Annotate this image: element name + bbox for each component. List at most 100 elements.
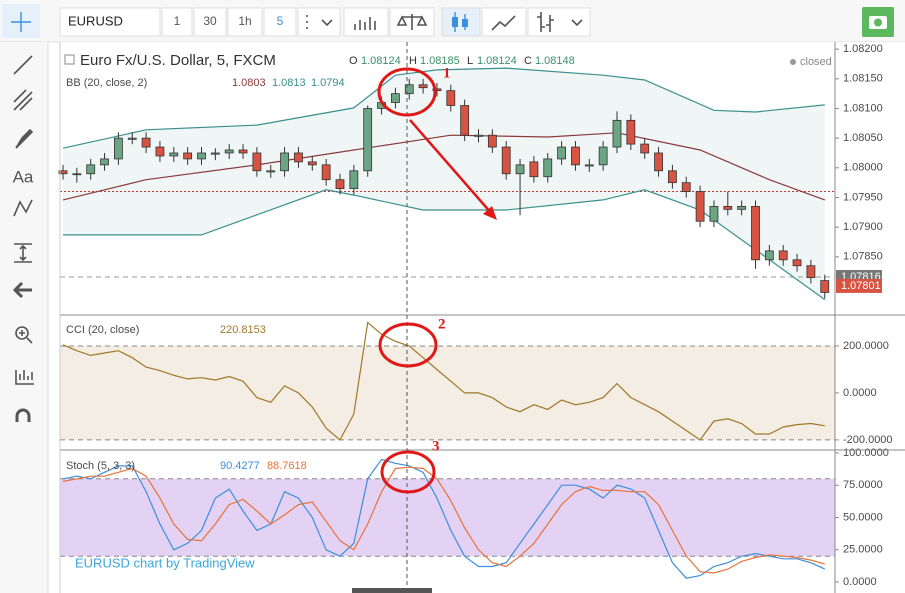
candle-body — [307, 161, 317, 166]
band-line — [62, 67, 825, 149]
candles-icon — [462, 19, 468, 27]
candle-body — [474, 134, 483, 137]
market-status: closed — [800, 56, 832, 68]
measure-tool[interactable] — [14, 243, 32, 263]
candle-body — [751, 205, 760, 261]
y-tick-label: 1.07850 — [843, 251, 883, 263]
candles-button[interactable] — [441, 7, 481, 37]
interval-active: 5 — [277, 14, 284, 28]
candle-body — [820, 280, 830, 293]
annotation-number: 1 — [443, 65, 451, 81]
ohlc-value: 1.08124 — [477, 55, 517, 67]
symbol: EURUSD — [68, 13, 123, 28]
candle-body — [806, 265, 816, 279]
y-tick-label: 200.0000 — [843, 340, 889, 352]
candle-body — [72, 173, 82, 176]
candle-body — [238, 149, 248, 154]
candle-body — [294, 152, 303, 163]
candle-body — [654, 152, 663, 172]
band-line — [63, 189, 826, 301]
candle-body — [640, 143, 650, 154]
indicators-icon — [354, 17, 376, 30]
candle-body — [224, 149, 234, 154]
y-tick-label: 1.07900 — [843, 221, 883, 233]
status-dot — [790, 59, 796, 65]
indicator-value: 1.0803 — [232, 77, 266, 89]
candle-body — [723, 205, 733, 210]
interval: 30 — [203, 14, 217, 28]
compare-button[interactable] — [389, 7, 435, 37]
brush-tool[interactable] — [15, 128, 34, 149]
annotation-arrow — [409, 119, 493, 215]
series-title: Euro Fx/U.S. Dollar, 5, FXCM — [80, 52, 276, 69]
line-button[interactable] — [481, 7, 527, 37]
bars-icon — [537, 12, 583, 32]
interval-button[interactable] — [263, 7, 297, 37]
indicator-line — [62, 466, 825, 574]
annotation-circle — [377, 67, 437, 117]
candle-body — [557, 146, 566, 160]
y-tick-label: 1.08000 — [843, 162, 883, 174]
interval-button[interactable] — [193, 7, 227, 37]
candle-body — [100, 158, 109, 166]
candle-body — [584, 164, 594, 167]
y-tick-label: 1.08100 — [843, 102, 883, 114]
candle-body — [86, 164, 96, 175]
trend-line-tool[interactable] — [13, 55, 33, 75]
candle-body — [737, 205, 747, 210]
indicator-value: 220.8153 — [220, 324, 266, 336]
zoom-tool[interactable] — [15, 326, 29, 340]
indicator-line — [62, 458, 826, 579]
symbol-box[interactable] — [59, 7, 161, 37]
indicators-button[interactable] — [343, 7, 389, 37]
candle-body — [792, 259, 802, 267]
candle-body — [515, 164, 525, 175]
y-tick-label: 1.07950 — [843, 191, 883, 203]
candle-body — [183, 152, 193, 160]
y-tick-label: 0.0000 — [843, 387, 877, 399]
annotation-number: 3 — [432, 438, 440, 454]
back-tool[interactable] — [12, 281, 32, 299]
y-tick-label: 50.0000 — [843, 511, 883, 523]
candle-body — [266, 170, 276, 173]
candle-body — [612, 119, 622, 148]
candle-body — [58, 170, 68, 175]
candle-body — [169, 152, 179, 157]
candle-body — [501, 146, 511, 175]
indicator-name: BB (20, close, 2) — [66, 77, 147, 89]
candle-body — [404, 84, 414, 95]
ohlc-key: H — [409, 55, 417, 67]
candles-icon — [452, 17, 458, 27]
text-tool[interactable]: Aa — [13, 167, 34, 186]
magnet-tool[interactable] — [15, 408, 31, 422]
y-tick-label: 1.08200 — [843, 43, 883, 55]
interval-button[interactable] — [227, 7, 263, 37]
ohlc-key: C — [524, 55, 532, 67]
left-toolbar — [0, 42, 48, 593]
candle-body — [432, 88, 442, 92]
candle-body — [681, 182, 691, 192]
y-tick-label: 1.08150 — [843, 73, 883, 85]
ohlc-value: 1.08124 — [361, 55, 401, 67]
watermark: EURUSD chart by TradingView — [75, 555, 255, 570]
y-tick-label: -200.0000 — [843, 434, 893, 446]
candle-body — [626, 119, 636, 145]
line-icon — [491, 15, 516, 31]
collapse-icon[interactable] — [64, 54, 75, 65]
pattern-tool[interactable] — [13, 199, 33, 217]
candle-body — [114, 137, 123, 160]
band-fill — [60, 478, 835, 557]
candle-body — [155, 146, 165, 157]
indicator-value: 88.7618 — [267, 460, 307, 472]
indicator-value: 1.0813 — [272, 77, 306, 89]
fib-tool[interactable] — [13, 89, 33, 111]
candle-body — [363, 108, 373, 172]
ruler-tool[interactable] — [15, 370, 34, 385]
more-button[interactable] — [297, 7, 341, 37]
price-label: 1.07801 — [841, 280, 881, 292]
candle-body — [390, 93, 400, 103]
interval-button[interactable] — [161, 7, 193, 37]
crosshair-icon — [11, 12, 31, 32]
plot: 1.07850 1.07900 1.07950 1.08000 1.08050 1.081… — [58, 43, 893, 588]
zoom-tool[interactable] — [19, 330, 33, 344]
